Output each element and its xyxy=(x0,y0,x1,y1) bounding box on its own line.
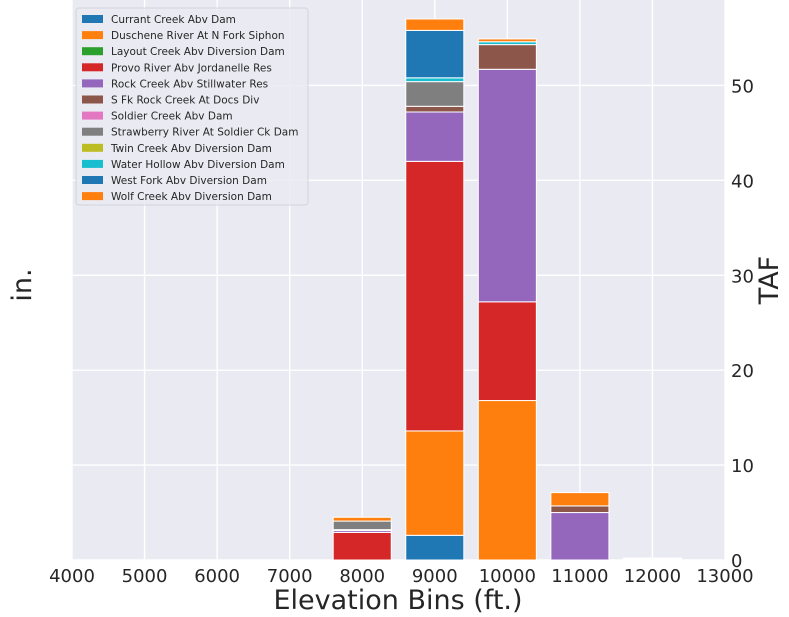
legend-entry-label: Layout Creek Abv Diversion Dam xyxy=(111,46,285,58)
bar-segment xyxy=(477,68,537,303)
y-tick-label: 20 xyxy=(731,361,754,382)
bar-segment xyxy=(477,301,537,402)
bar-segment xyxy=(405,534,465,561)
legend-swatch xyxy=(82,95,103,104)
bar-segment xyxy=(550,492,610,507)
legend-swatch xyxy=(82,15,103,23)
bar-segment xyxy=(405,105,465,113)
bar-segment xyxy=(332,516,392,522)
legend-swatch xyxy=(82,63,103,72)
legend-entry-label: Duschene River At N Fork Siphon xyxy=(111,30,285,42)
x-tick-label: 13000 xyxy=(696,566,753,587)
x-tick-label: 10000 xyxy=(479,566,536,587)
bar-segment xyxy=(550,505,610,514)
legend-entry-label: Twin Creek Abv Diversion Dam xyxy=(110,143,272,155)
y-tick-label: 40 xyxy=(731,171,754,192)
x-axis-label: Elevation Bins (ft.) xyxy=(273,585,522,616)
legend-swatch xyxy=(82,192,103,201)
x-tick-label: 9000 xyxy=(412,566,458,587)
legend-entry-label: Strawberry River At Soldier Ck Dam xyxy=(111,127,298,139)
bars xyxy=(332,18,682,561)
legend-entry-label: Provo River Abv Jordanelle Res xyxy=(111,62,272,74)
bar-segment xyxy=(550,512,610,561)
legend-swatch xyxy=(82,111,103,120)
bar-segment xyxy=(332,531,392,561)
bar-segment xyxy=(477,400,537,561)
bar-segment xyxy=(405,160,465,432)
legend-entry-label: Water Hollow Abv Diversion Dam xyxy=(111,159,285,171)
y-tick-labels: 0 10 20 30 40 50 xyxy=(731,76,754,572)
legend-frame xyxy=(75,7,309,206)
right-y-axis-label: TAF xyxy=(754,256,785,305)
legend-swatch xyxy=(82,176,103,184)
bar-segment xyxy=(477,44,537,70)
legend-entry-label: Soldier Creek Abv Dam xyxy=(111,111,233,123)
bar-segment xyxy=(405,18,465,31)
bar-segment xyxy=(405,111,465,162)
left-y-axis-label: in. xyxy=(7,268,38,301)
y-tick-label: 50 xyxy=(731,76,754,97)
legend-entry-label: Rock Creek Abv Stillwater Res xyxy=(111,78,268,90)
x-tick-label: 7000 xyxy=(267,566,313,587)
bar-segment xyxy=(405,77,465,83)
bar-segment xyxy=(405,430,465,536)
bar-segment xyxy=(332,520,392,531)
legend-swatch xyxy=(82,143,103,152)
bar-segment xyxy=(622,557,682,560)
x-tick-label: 11000 xyxy=(551,566,608,587)
legend-entry-label: Wolf Creek Abv Diversion Dam xyxy=(111,191,272,203)
bar-segment xyxy=(405,81,465,107)
y-tick-label: 0 xyxy=(731,551,742,572)
x-tick-label: 8000 xyxy=(339,566,385,587)
legend-swatch xyxy=(82,79,103,88)
x-tick-label: 6000 xyxy=(194,566,240,587)
bar-segment xyxy=(477,38,537,43)
x-tick-label: 12000 xyxy=(624,566,681,587)
y-tick-label: 30 xyxy=(731,266,754,287)
legend-entry-label: Currant Creek Abv Dam xyxy=(111,14,236,26)
legend-entry-label: West Fork Abv Diversion Dam xyxy=(111,175,267,187)
bar-segment xyxy=(405,29,465,79)
x-tick-label: 5000 xyxy=(122,566,168,587)
legend-swatch xyxy=(82,47,103,56)
legend-swatch xyxy=(82,127,103,136)
x-tick-labels: 4000 5000 6000 7000 8000 9000 10000 11000 12000 1… xyxy=(49,566,754,587)
legend-entry-label: S Fk Rock Creek At Docs Div xyxy=(111,95,259,107)
legend-swatch xyxy=(82,159,103,168)
x-tick-label: 4000 xyxy=(49,566,95,587)
legend-swatch xyxy=(82,31,103,40)
legend: Currant Creek Abv Dam Duschene River At N… xyxy=(75,7,309,206)
y-tick-label: 10 xyxy=(731,456,754,477)
